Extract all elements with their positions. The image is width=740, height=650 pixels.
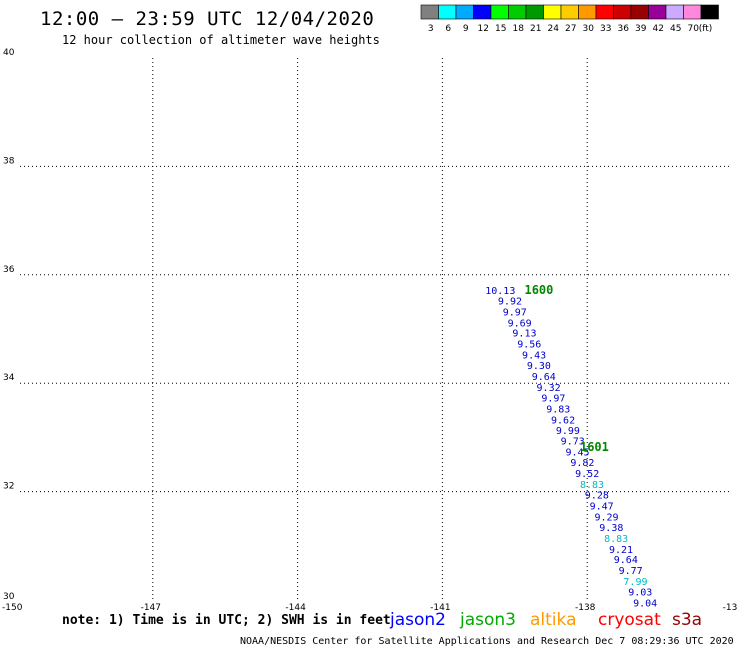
scale-label: 33 bbox=[600, 24, 611, 34]
wave-height-point: 9.77 bbox=[619, 566, 643, 577]
scale-label: 42 bbox=[653, 24, 664, 34]
scale-label: 21 bbox=[530, 24, 541, 34]
wave-height-point: 9.62 bbox=[551, 415, 575, 426]
legend-cryosat: cryosat bbox=[598, 610, 661, 630]
wave-height-point: 9.99 bbox=[556, 426, 580, 437]
pass-time-label: 1600 bbox=[524, 283, 553, 297]
wave-height-point: 9.64 bbox=[532, 372, 556, 383]
wave-height-point: 9.45 bbox=[565, 447, 589, 458]
wave-height-point: 9.47 bbox=[590, 501, 614, 512]
x-tick-label: -138 bbox=[575, 603, 596, 613]
scale-label: 30 bbox=[583, 24, 595, 34]
scale-label: 18 bbox=[513, 24, 525, 34]
wave-height-point: 9.83 bbox=[546, 404, 570, 415]
scale-label: 39 bbox=[635, 24, 647, 34]
legend-altika: altika bbox=[530, 610, 577, 630]
legend-jason2: jason2 bbox=[390, 610, 446, 630]
wave-height-point: 9.43 bbox=[522, 350, 546, 361]
x-tick-label: -144 bbox=[285, 603, 306, 613]
scale-label: 70 bbox=[688, 24, 700, 34]
y-tick-label: 32 bbox=[3, 482, 14, 492]
wave-height-point: 8.83 bbox=[580, 480, 604, 491]
scale-unit: (ft) bbox=[699, 24, 713, 34]
wave-height-point: 9.52 bbox=[575, 469, 599, 480]
scale-label: 15 bbox=[495, 24, 506, 34]
legend-jason3: jason3 bbox=[460, 610, 516, 630]
wave-height-point: 9.97 bbox=[503, 307, 527, 318]
x-tick-label: -141 bbox=[430, 603, 450, 613]
scale-label: 27 bbox=[565, 24, 576, 34]
legend-s3a: s3a bbox=[672, 610, 703, 630]
scale-label: 9 bbox=[463, 24, 469, 34]
y-tick-label: 36 bbox=[3, 265, 15, 275]
wave-height-point: 9.04 bbox=[633, 599, 657, 610]
scale-label: 36 bbox=[618, 24, 630, 34]
wave-height-point: 9.29 bbox=[594, 512, 618, 523]
wave-height-point: 9.21 bbox=[609, 545, 633, 556]
y-tick-label: 38 bbox=[3, 156, 15, 166]
wave-height-point: 7.99 bbox=[623, 577, 647, 588]
y-tick-label: 40 bbox=[3, 48, 15, 58]
credit-line: NOAA/NESDIS Center for Satellite Applica… bbox=[240, 636, 734, 647]
x-tick-label: -150 bbox=[2, 603, 23, 613]
wave-height-point: 9.56 bbox=[517, 339, 541, 350]
wave-height-point: 9.13 bbox=[512, 329, 536, 340]
wave-height-point: 9.28 bbox=[585, 491, 609, 502]
wave-height-point: 9.97 bbox=[541, 394, 565, 405]
wave-height-point: 9.82 bbox=[570, 458, 594, 469]
units-note: note: 1) Time is in UTC; 2) SWH is in fe… bbox=[62, 613, 391, 628]
wave-height-point: 10.13 bbox=[485, 286, 515, 297]
wave-height-point: 9.30 bbox=[527, 361, 551, 372]
color-scale-legend: 3 6 9 12 15 18 21 24 27 30 33 36 39 42 45 70 (ft) bbox=[420, 4, 719, 34]
scale-label: 24 bbox=[548, 24, 560, 34]
scale-label: 3 bbox=[428, 24, 434, 34]
scale-label: 6 bbox=[445, 24, 451, 34]
wave-height-point: 9.32 bbox=[537, 383, 561, 394]
pass-time-label: 1601 bbox=[580, 440, 609, 454]
wave-height-point: 9.38 bbox=[599, 523, 623, 534]
wave-height-point: 9.03 bbox=[628, 588, 652, 599]
y-tick-label: 34 bbox=[3, 373, 15, 383]
scale-label: 12 bbox=[478, 24, 489, 34]
wave-height-point: 9.73 bbox=[561, 436, 585, 447]
scale-label: 45 bbox=[670, 24, 681, 34]
chart-title: 12:00 – 23:59 UTC 12/04/2020 bbox=[40, 8, 375, 30]
x-tick-label: -13 bbox=[723, 603, 738, 613]
scale-swatch bbox=[700, 4, 719, 20]
wave-height-point: 9.92 bbox=[498, 297, 522, 308]
wave-height-point: 8.83 bbox=[604, 534, 628, 545]
wave-height-point: 9.69 bbox=[508, 318, 532, 329]
chart-subtitle: 12 hour collection of altimeter wave hei… bbox=[62, 33, 380, 47]
y-tick-label: 30 bbox=[3, 592, 15, 602]
wave-height-point: 9.64 bbox=[614, 555, 638, 566]
x-tick-label: -147 bbox=[141, 603, 161, 613]
